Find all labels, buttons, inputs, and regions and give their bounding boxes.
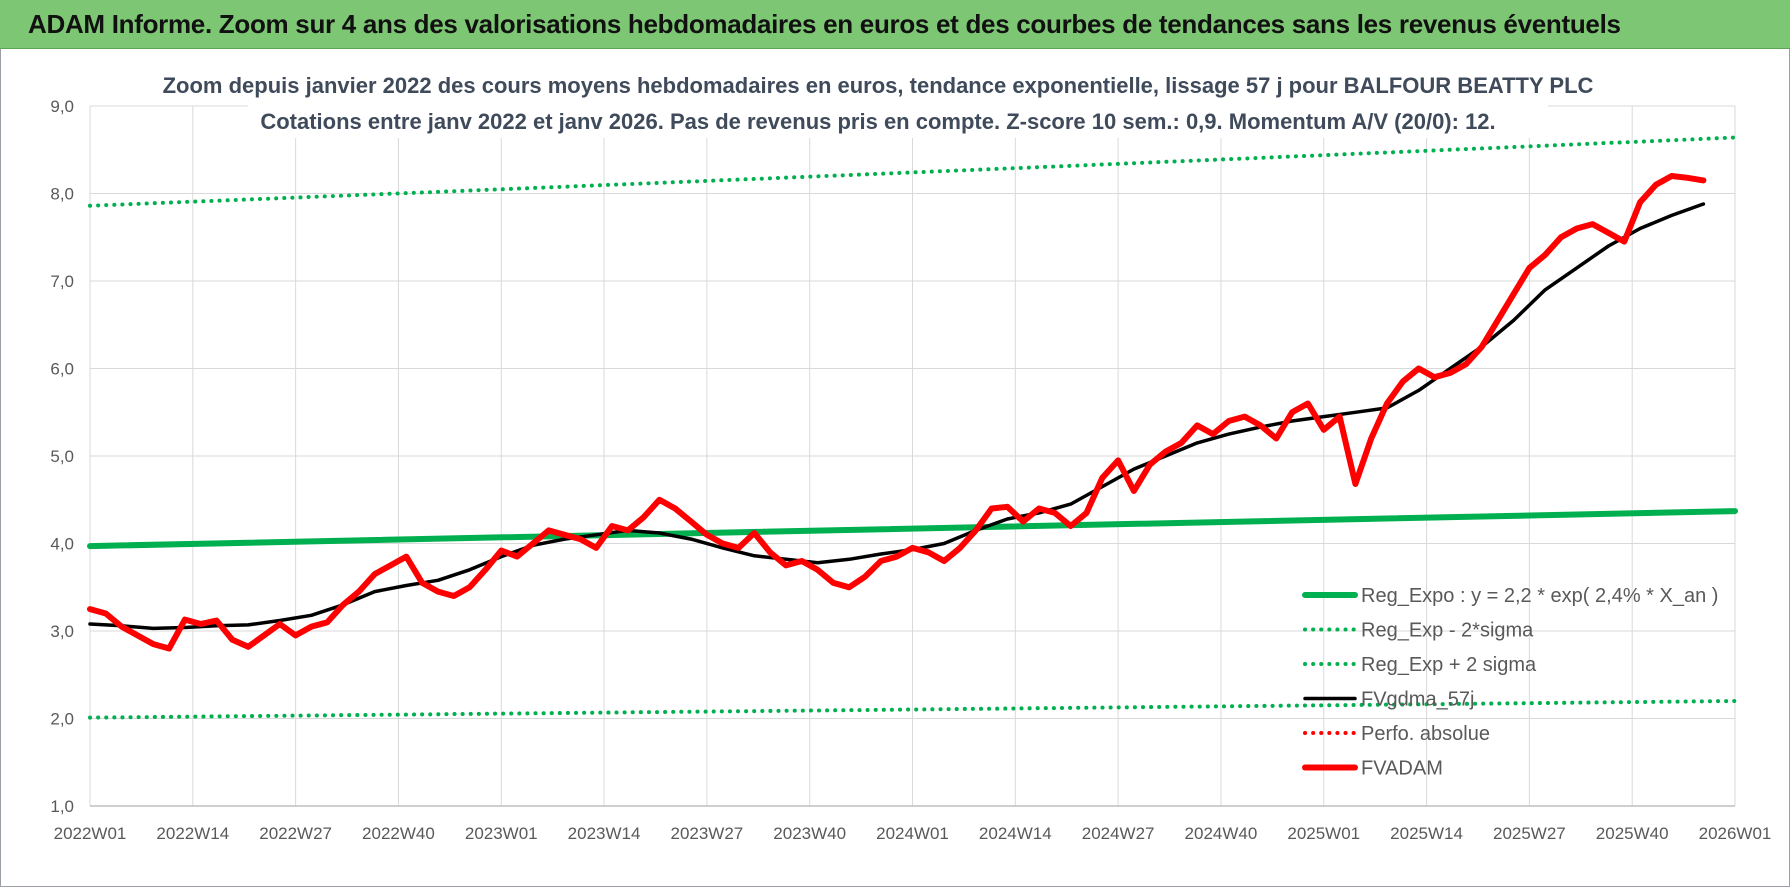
x-tick-label: 2023W27 (670, 824, 743, 843)
y-tick-label: 7,0 (50, 272, 74, 291)
x-tick-label: 2025W27 (1493, 824, 1566, 843)
chart-subtitle: Cotations entre janv 2022 et janv 2026. … (260, 109, 1495, 134)
grid-lines (89, 105, 1736, 807)
x-tick-label: 2024W14 (979, 824, 1052, 843)
y-tick-label: 8,0 (50, 185, 74, 204)
series-line-5 (87, 173, 1707, 652)
y-tick-label: 1,0 (50, 797, 74, 816)
chart-title: Zoom depuis janvier 2022 des cours moyen… (163, 73, 1594, 98)
title-backdrop (248, 68, 1548, 138)
x-tick-label: 2024W01 (876, 824, 949, 843)
x-tick-label: 2022W40 (362, 824, 435, 843)
y-tick-label: 9,0 (50, 97, 74, 116)
x-tick-label: 2024W27 (1082, 824, 1155, 843)
x-tick-label: 2023W01 (465, 824, 538, 843)
x-tick-label: 2025W40 (1596, 824, 1669, 843)
legend-entry-label: FVADAM (1361, 758, 1443, 780)
y-tick-label: 2,0 (50, 710, 74, 729)
x-tick-label: 2023W40 (773, 824, 846, 843)
series-line-0 (87, 508, 1738, 550)
y-tick-label: 4,0 (50, 535, 74, 554)
series-line-3 (88, 202, 1706, 631)
y-tick-label: 5,0 (50, 447, 74, 466)
y-axis-ticks: 1,0 2,0 3,0 4,0 5,0 6,0 7,0 8,0 9,0 (50, 97, 74, 816)
report-banner-title: ADAM Informe. Zoom sur 4 ans des valoris… (28, 9, 1621, 39)
legend-entry-label: Reg_Expo : y = 2,2 * exp( 2,4% * X_an ) (1361, 585, 1718, 607)
report-banner: ADAM Informe. Zoom sur 4 ans des valoris… (0, 0, 1790, 49)
x-tick-label: 2025W14 (1390, 824, 1463, 843)
y-tick-label: 3,0 (50, 622, 74, 641)
x-tick-label: 2024W40 (1185, 824, 1258, 843)
y-tick-label: 6,0 (50, 360, 74, 379)
x-tick-label: 2022W14 (156, 824, 229, 843)
x-tick-label: 2022W27 (259, 824, 332, 843)
series-line-1 (88, 699, 1737, 720)
x-tick-label: 2026W01 (1699, 824, 1772, 843)
legend: Reg_Expo : y = 2,2 * exp( 2,4% * X_an ) R… (1302, 585, 1718, 780)
series-line-2 (88, 135, 1737, 208)
legend-entry-label: FVgdma_57j (1361, 689, 1474, 711)
series-layer (87, 135, 1738, 720)
x-tick-label: 2022W01 (54, 824, 127, 843)
legend-entry-label: Reg_Exp + 2 sigma (1361, 654, 1537, 676)
x-axis-ticks: 2022W01 2022W14 2022W27 2022W40 2023W01 2023W… (54, 824, 1772, 843)
x-tick-label: 2025W01 (1287, 824, 1360, 843)
legend-entry-label: Reg_Exp - 2*sigma (1361, 620, 1534, 642)
x-tick-label: 2023W14 (568, 824, 641, 843)
legend-entry-label: Perfo. absolue (1361, 723, 1490, 745)
